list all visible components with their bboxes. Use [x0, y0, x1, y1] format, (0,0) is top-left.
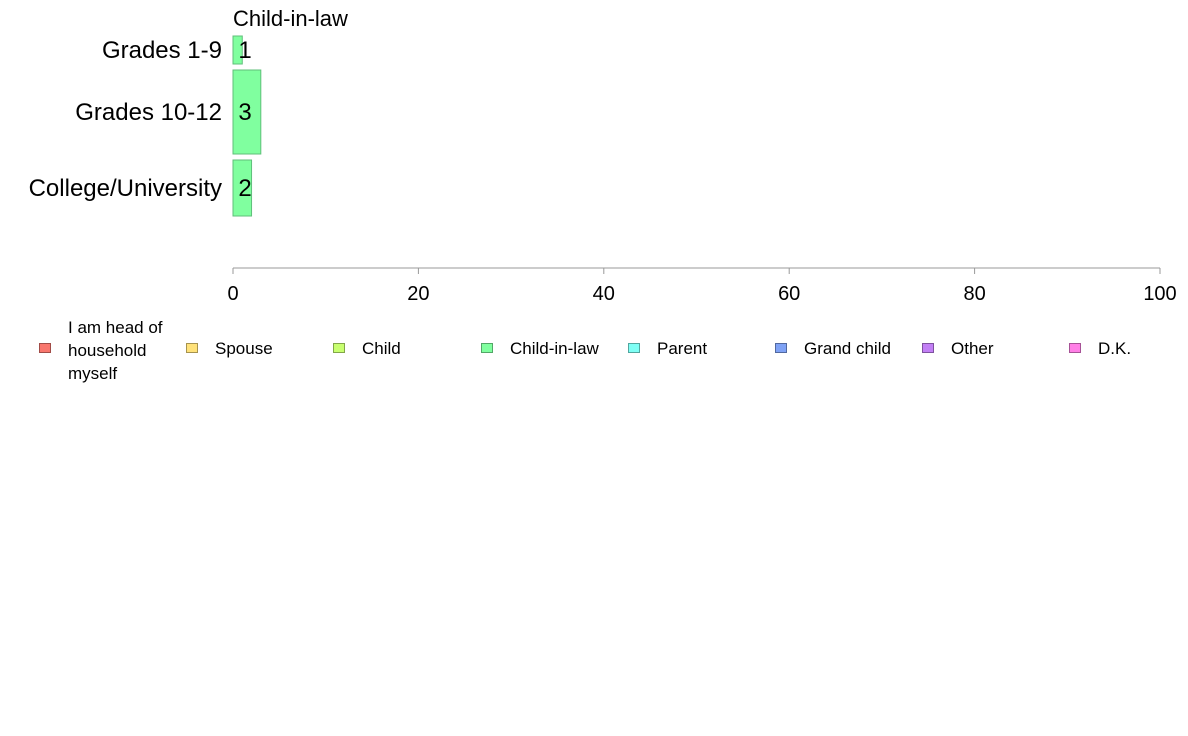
- chart-title: Child-in-law: [233, 6, 348, 31]
- bar: [232, 159, 253, 217]
- legend-swatch: [481, 343, 493, 353]
- legend-label: Spouse: [215, 339, 273, 358]
- category-label: Grades 10-12: [75, 99, 222, 126]
- legend-label: Parent: [657, 339, 708, 358]
- legend-label: Grand child: [804, 339, 891, 358]
- category-label: College/University: [29, 175, 222, 202]
- legend-swatch: [333, 343, 345, 353]
- bar: [232, 35, 243, 65]
- legend-item: Other: [922, 316, 1061, 360]
- legend-swatch: [1069, 343, 1081, 353]
- bar: [232, 69, 262, 155]
- legend-swatch: [39, 343, 51, 353]
- legend-item: Child: [333, 316, 472, 360]
- x-tick-label: 100: [1143, 283, 1176, 305]
- legend-swatch: [186, 343, 198, 353]
- x-tick-label: 0: [227, 283, 238, 305]
- legend-item: Grand child: [775, 316, 914, 360]
- legend-label: I am head of household myself: [68, 318, 163, 383]
- x-tick-label: 60: [778, 283, 800, 305]
- legend-swatch: [922, 343, 934, 353]
- category-label: Grades 1-9: [102, 37, 222, 64]
- legend-swatch: [628, 343, 640, 353]
- x-tick-label: 20: [407, 283, 429, 305]
- legend-swatch: [775, 343, 787, 353]
- legend-item: D.K.: [1069, 316, 1188, 360]
- legend-label: D.K.: [1098, 339, 1132, 358]
- x-tick-label: 80: [963, 283, 985, 305]
- data-label: 1: [238, 37, 251, 64]
- legend-item: Parent: [628, 316, 767, 360]
- legend: I am head of household myself Spouse Child…: [0, 316, 1188, 386]
- data-label: 2: [238, 175, 251, 202]
- legend-label: Child: [362, 339, 401, 358]
- legend-item: I am head of household myself: [39, 316, 178, 385]
- legend-label: Child-in-law: [510, 339, 599, 358]
- x-tick-label: 40: [593, 283, 615, 305]
- bar-chart: Child-in-law Grades 1-9 Grades 10-12 Colle…: [29, 6, 1177, 305]
- legend-item: Spouse: [186, 316, 325, 360]
- legend-item: Child-in-law: [481, 316, 630, 360]
- data-label: 3: [238, 99, 251, 126]
- legend-label: Other: [951, 339, 994, 358]
